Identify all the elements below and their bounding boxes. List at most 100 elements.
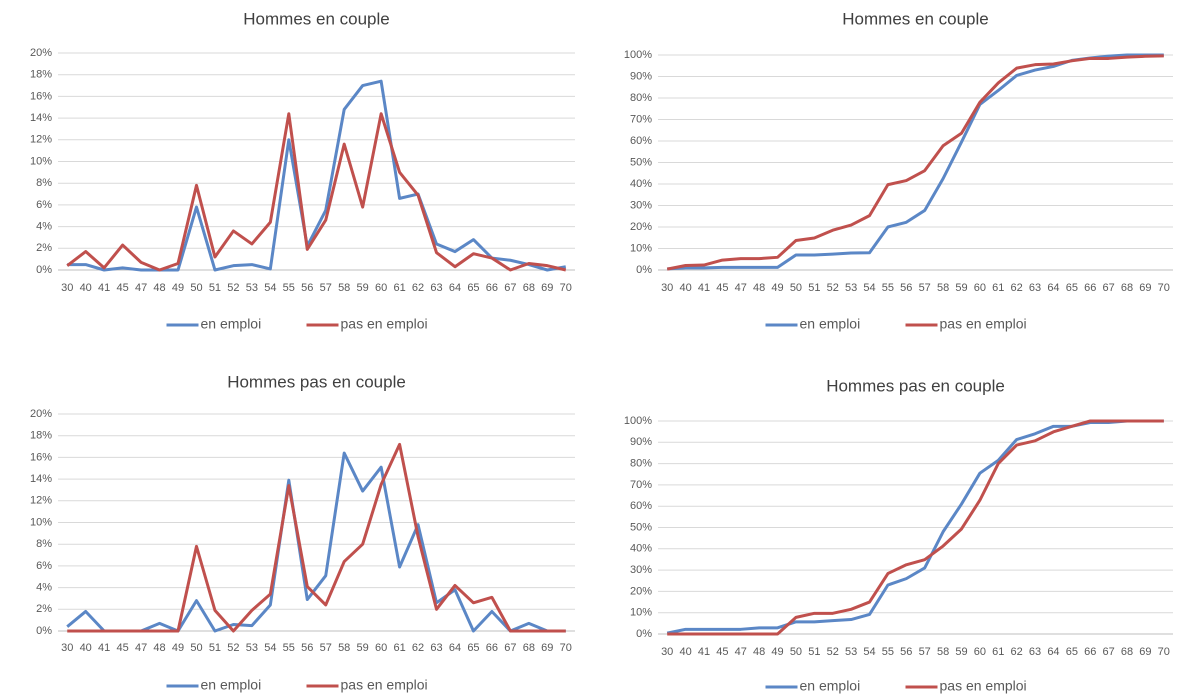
x-tick-label: 62 xyxy=(1011,282,1023,294)
data-line xyxy=(67,79,567,272)
x-tick-label: 40 xyxy=(80,642,92,654)
x-tick-label: 60 xyxy=(375,282,387,294)
y-tick-label: 40% xyxy=(630,178,652,190)
legend-label: pas en emploi xyxy=(341,316,428,332)
x-tick-label: 56 xyxy=(301,642,313,654)
x-tick-label: 67 xyxy=(1103,646,1115,658)
y-tick-label: 40% xyxy=(630,543,652,555)
y-tick-label: 8% xyxy=(36,177,52,189)
x-tick-label: 66 xyxy=(486,282,498,294)
x-tick-label: 67 xyxy=(1103,282,1115,294)
y-tick-label: 20% xyxy=(630,221,652,233)
y-tick-label: 60% xyxy=(630,135,652,147)
y-tick-label: 2% xyxy=(36,603,52,615)
x-tick-label: 51 xyxy=(209,282,221,294)
x-tick-label: 66 xyxy=(486,642,498,654)
legend-label: en emploi xyxy=(201,316,262,332)
x-tick-label: 57 xyxy=(919,282,931,294)
x-tick-label: 69 xyxy=(541,642,553,654)
x-tick-label: 55 xyxy=(882,282,894,294)
y-tick-label: 10% xyxy=(30,155,52,167)
x-tick-label: 65 xyxy=(467,642,479,654)
y-tick-label: 6% xyxy=(36,560,52,572)
x-tick-label: 63 xyxy=(430,642,442,654)
y-tick-label: 70% xyxy=(630,113,652,125)
y-tick-label: 30% xyxy=(630,199,652,211)
x-tick-label: 67 xyxy=(504,282,516,294)
x-tick-label: 62 xyxy=(1011,646,1023,658)
y-tick-label: 16% xyxy=(30,451,52,463)
x-tick-label: 52 xyxy=(827,646,839,658)
x-tick-label: 41 xyxy=(98,282,110,294)
y-tick-label: 80% xyxy=(630,458,652,470)
x-tick-label: 60 xyxy=(974,646,986,658)
x-tick-label: 30 xyxy=(661,646,673,658)
x-tick-label: 48 xyxy=(753,282,765,294)
y-tick-label: 0% xyxy=(636,628,652,640)
x-tick-label: 54 xyxy=(863,646,875,658)
y-tick-label: 14% xyxy=(30,473,52,485)
x-tick-label: 55 xyxy=(283,282,295,294)
x-tick-label: 58 xyxy=(937,646,949,658)
x-tick-label: 59 xyxy=(955,646,967,658)
x-tick-label: 47 xyxy=(735,282,747,294)
x-tick-label: 45 xyxy=(716,646,728,658)
y-tick-label: 4% xyxy=(36,582,52,594)
x-tick-label: 50 xyxy=(190,642,202,654)
y-tick-label: 0% xyxy=(36,625,52,637)
x-tick-label: 59 xyxy=(357,282,369,294)
legend-label: pas en emploi xyxy=(940,678,1027,694)
x-tick-label: 49 xyxy=(172,282,184,294)
y-tick-label: 30% xyxy=(630,564,652,576)
x-tick-label: 54 xyxy=(264,642,276,654)
y-tick-label: 90% xyxy=(630,70,652,82)
x-tick-label: 48 xyxy=(753,646,765,658)
x-tick-label: 69 xyxy=(1139,282,1151,294)
x-tick-label: 51 xyxy=(209,642,221,654)
x-tick-label: 48 xyxy=(153,642,165,654)
y-tick-label: 90% xyxy=(630,436,652,448)
y-tick-label: 70% xyxy=(630,479,652,491)
x-tick-label: 57 xyxy=(320,642,332,654)
x-tick-label: 30 xyxy=(661,282,673,294)
legend-label: pas en emploi xyxy=(940,316,1027,332)
legend-label: en emploi xyxy=(800,316,861,332)
data-line xyxy=(67,442,566,633)
data-line xyxy=(66,451,566,633)
chart-title: Hommes pas en couple xyxy=(227,372,406,391)
x-tick-label: 68 xyxy=(1121,646,1133,658)
x-tick-label: 63 xyxy=(1029,646,1041,658)
legend-label: en emploi xyxy=(800,678,861,694)
y-tick-label: 100% xyxy=(624,49,652,61)
x-tick-label: 70 xyxy=(560,282,572,294)
x-tick-label: 57 xyxy=(919,646,931,658)
y-tick-label: 80% xyxy=(630,92,652,104)
x-tick-label: 30 xyxy=(61,282,73,294)
y-tick-label: 18% xyxy=(30,69,52,81)
x-tick-label: 65 xyxy=(1066,646,1078,658)
x-tick-label: 50 xyxy=(190,282,202,294)
x-tick-label: 70 xyxy=(1158,646,1170,658)
data-line xyxy=(667,53,1164,271)
x-tick-label: 52 xyxy=(827,282,839,294)
x-tick-label: 41 xyxy=(98,642,110,654)
x-tick-label: 41 xyxy=(698,282,710,294)
x-tick-label: 54 xyxy=(264,282,276,294)
x-tick-label: 70 xyxy=(560,642,572,654)
chart-title: Hommes en couple xyxy=(842,9,988,28)
x-tick-label: 61 xyxy=(393,642,405,654)
x-tick-label: 63 xyxy=(1029,282,1041,294)
x-tick-label: 64 xyxy=(1047,646,1059,658)
x-tick-label: 47 xyxy=(135,282,147,294)
x-tick-label: 61 xyxy=(393,282,405,294)
x-tick-label: 48 xyxy=(153,282,165,294)
x-tick-label: 62 xyxy=(412,282,424,294)
x-tick-label: 60 xyxy=(375,642,387,654)
y-tick-label: 12% xyxy=(30,495,52,507)
x-tick-label: 49 xyxy=(172,642,184,654)
x-tick-label: 50 xyxy=(790,282,802,294)
x-tick-label: 64 xyxy=(449,642,461,654)
x-tick-label: 53 xyxy=(246,282,258,294)
x-tick-label: 68 xyxy=(1121,282,1133,294)
